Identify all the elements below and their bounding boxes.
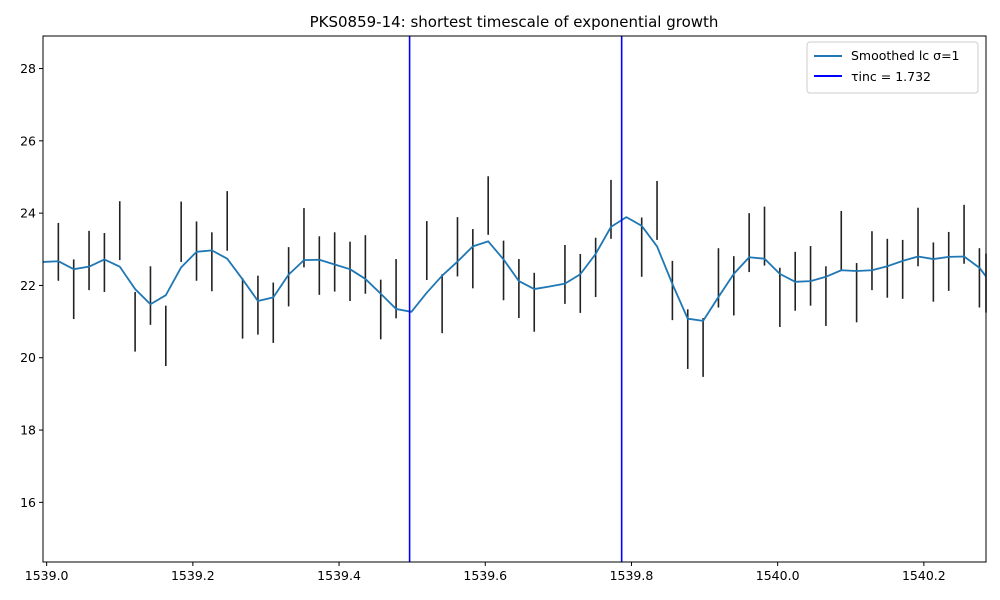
- x-tick-label-0: 1539.0: [25, 568, 69, 583]
- x-tick-label-5: 1540.0: [756, 568, 800, 583]
- x-tick-label-6: 1540.2: [902, 568, 946, 583]
- y-tick-label-5: 26: [20, 133, 36, 148]
- legend-label-smoothed: Smoothed lc σ=1: [851, 48, 960, 63]
- legend: Smoothed lc σ=1 τinc = 1.732: [806, 41, 979, 94]
- chart-title: PKS0859-14: shortest timescale of expone…: [310, 13, 719, 31]
- y-tick-label-3: 22: [20, 278, 36, 293]
- legend-label-tau: τinc = 1.732: [851, 69, 931, 84]
- y-axis: 16 18 20 22 24 26 28: [20, 61, 43, 510]
- x-tick-label-4: 1539.8: [610, 568, 654, 583]
- plot-frame: [42, 35, 987, 563]
- series-line-smoothed-lc: [42, 216, 987, 322]
- y-tick-label-1: 18: [20, 423, 36, 438]
- legend-box: [806, 41, 979, 94]
- x-tick-label-3: 1539.6: [463, 568, 507, 583]
- y-tick-label-4: 24: [20, 206, 36, 221]
- x-axis: 1539.0 1539.2 1539.4 1539.6 1539.8 1540.0 1540…: [25, 562, 946, 583]
- x-tick-label-1: 1539.2: [171, 568, 215, 583]
- y-tick-label-0: 16: [20, 495, 36, 510]
- y-tick-label-6: 28: [20, 61, 36, 76]
- y-tick-label-2: 20: [20, 350, 36, 365]
- x-tick-label-2: 1539.4: [317, 568, 361, 583]
- plot-area: [42, 36, 987, 562]
